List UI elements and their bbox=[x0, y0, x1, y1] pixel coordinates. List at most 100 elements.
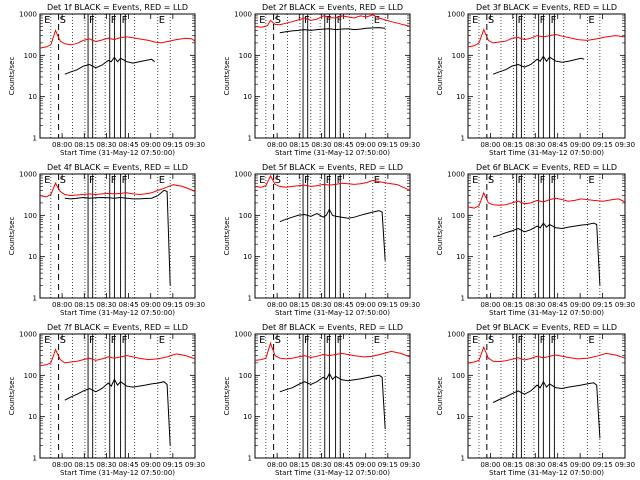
flare-interval-box bbox=[109, 333, 115, 459]
y-tick-label: 1000 bbox=[19, 11, 37, 19]
y-tick-label: 100 bbox=[24, 212, 37, 220]
panel-2: Det 2f BLACK = Events, RED = LLD 1 10 100 10… bbox=[223, 3, 420, 157]
event-label: F bbox=[337, 335, 343, 346]
panel-title: Det 9f BLACK = Events, RED = LLD bbox=[476, 323, 617, 332]
y-tick-label: 1000 bbox=[234, 171, 252, 179]
flare-interval-box bbox=[324, 333, 330, 459]
x-tick-label: 08:15 bbox=[503, 301, 523, 309]
flare-interval-box bbox=[549, 333, 555, 459]
y-tick-label: 10 bbox=[456, 413, 465, 421]
event-label: S bbox=[275, 175, 281, 186]
lld-series-line bbox=[39, 28, 196, 49]
x-tick-label: 08:00 bbox=[480, 301, 500, 309]
event-label: E bbox=[259, 15, 265, 26]
x-tick-label: 09:15 bbox=[163, 301, 183, 309]
x-tick-label: 09:15 bbox=[163, 141, 183, 149]
plot-frame bbox=[254, 173, 411, 299]
x-tick-label: 09:00 bbox=[356, 301, 376, 309]
y-axis-label: Counts/sec bbox=[436, 377, 444, 416]
event-label: F bbox=[337, 15, 343, 26]
y-tick-label: 100 bbox=[24, 372, 37, 380]
y-axis-label: Counts/sec bbox=[8, 377, 16, 416]
plot-frame bbox=[39, 333, 196, 459]
event-label: S bbox=[488, 175, 494, 186]
flare-interval-box bbox=[549, 13, 555, 139]
y-tick-label: 100 bbox=[452, 372, 465, 380]
y-tick-label: 10 bbox=[28, 413, 37, 421]
lld-series-line bbox=[467, 191, 626, 209]
x-tick-label: 08:45 bbox=[118, 141, 138, 149]
event-label: F bbox=[326, 15, 332, 26]
event-label: F bbox=[111, 15, 117, 26]
flare-interval-box bbox=[87, 333, 94, 459]
x-tick-label: 09:15 bbox=[163, 461, 183, 469]
event-label: E bbox=[259, 175, 265, 186]
lld-series-line bbox=[39, 182, 196, 198]
event-label: E bbox=[259, 335, 265, 346]
event-label: E bbox=[472, 15, 478, 26]
event-label: F bbox=[518, 335, 524, 346]
x-tick-label: 09:30 bbox=[400, 141, 420, 149]
y-axis-label: Counts/sec bbox=[8, 57, 16, 96]
event-label: F bbox=[540, 15, 546, 26]
event-label: E bbox=[44, 15, 50, 26]
plot-frame bbox=[254, 333, 411, 459]
plot-frame bbox=[39, 13, 196, 139]
flare-interval-box bbox=[87, 13, 94, 139]
event-label: E bbox=[472, 335, 478, 346]
event-label: F bbox=[518, 175, 524, 186]
y-axis-label: Counts/sec bbox=[436, 57, 444, 96]
y-tick-label: 10 bbox=[456, 93, 465, 101]
y-tick-label: 1 bbox=[33, 135, 37, 143]
flare-interval-box bbox=[109, 13, 115, 139]
event-label: F bbox=[111, 335, 117, 346]
x-tick-label: 08:45 bbox=[548, 461, 568, 469]
y-tick-label: 1 bbox=[461, 135, 465, 143]
x-tick-label: 08:00 bbox=[267, 301, 287, 309]
y-tick-label: 1000 bbox=[447, 11, 465, 19]
x-tick-label: 09:30 bbox=[400, 301, 420, 309]
x-tick-label: 08:45 bbox=[333, 461, 353, 469]
x-tick-label: 08:30 bbox=[311, 461, 331, 469]
event-label: F bbox=[89, 175, 95, 186]
y-axis-label: Counts/sec bbox=[223, 377, 231, 416]
x-tick-label: 09:15 bbox=[378, 301, 398, 309]
events-series-line bbox=[279, 27, 386, 34]
panel-title: Det 6f BLACK = Events, RED = LLD bbox=[476, 163, 617, 172]
flare-interval-box bbox=[120, 333, 126, 459]
flare-interval-box bbox=[516, 173, 522, 299]
event-label: S bbox=[60, 175, 66, 186]
plot-frame bbox=[467, 333, 626, 459]
event-label: F bbox=[111, 175, 117, 186]
x-axis-label: Start Time (31-May-12 07:50:00) bbox=[60, 469, 175, 477]
event-label: S bbox=[60, 15, 66, 26]
x-axis-label: Start Time (31-May-12 07:50:00) bbox=[60, 309, 175, 317]
panel-title: Det 7f BLACK = Events, RED = LLD bbox=[47, 323, 188, 332]
flare-interval-box bbox=[302, 13, 309, 139]
y-tick-label: 1 bbox=[248, 295, 252, 303]
x-tick-label: 08:30 bbox=[525, 461, 545, 469]
events-series-line bbox=[64, 56, 156, 75]
y-axis-label: Counts/sec bbox=[8, 217, 16, 256]
x-tick-label: 09:00 bbox=[356, 141, 376, 149]
event-label: E bbox=[588, 15, 594, 26]
x-tick-label: 08:45 bbox=[548, 141, 568, 149]
x-tick-label: 08:15 bbox=[74, 141, 94, 149]
flare-interval-box bbox=[120, 173, 126, 299]
x-tick-label: 08:00 bbox=[52, 461, 72, 469]
event-label: F bbox=[551, 335, 557, 346]
x-tick-label: 09:30 bbox=[615, 141, 635, 149]
events-series-line bbox=[279, 372, 386, 430]
y-tick-label: 100 bbox=[452, 212, 465, 220]
event-label: E bbox=[472, 175, 478, 186]
plot-frame bbox=[467, 173, 626, 299]
panel-4: Det 4f BLACK = Events, RED = LLD 1 10 100 10… bbox=[8, 163, 205, 317]
event-label: F bbox=[551, 15, 557, 26]
event-label: S bbox=[275, 335, 281, 346]
plot-frame bbox=[254, 13, 411, 139]
event-label: F bbox=[122, 175, 128, 186]
event-label: E bbox=[374, 175, 380, 186]
x-tick-label: 08:15 bbox=[74, 301, 94, 309]
events-series-line bbox=[492, 222, 601, 286]
